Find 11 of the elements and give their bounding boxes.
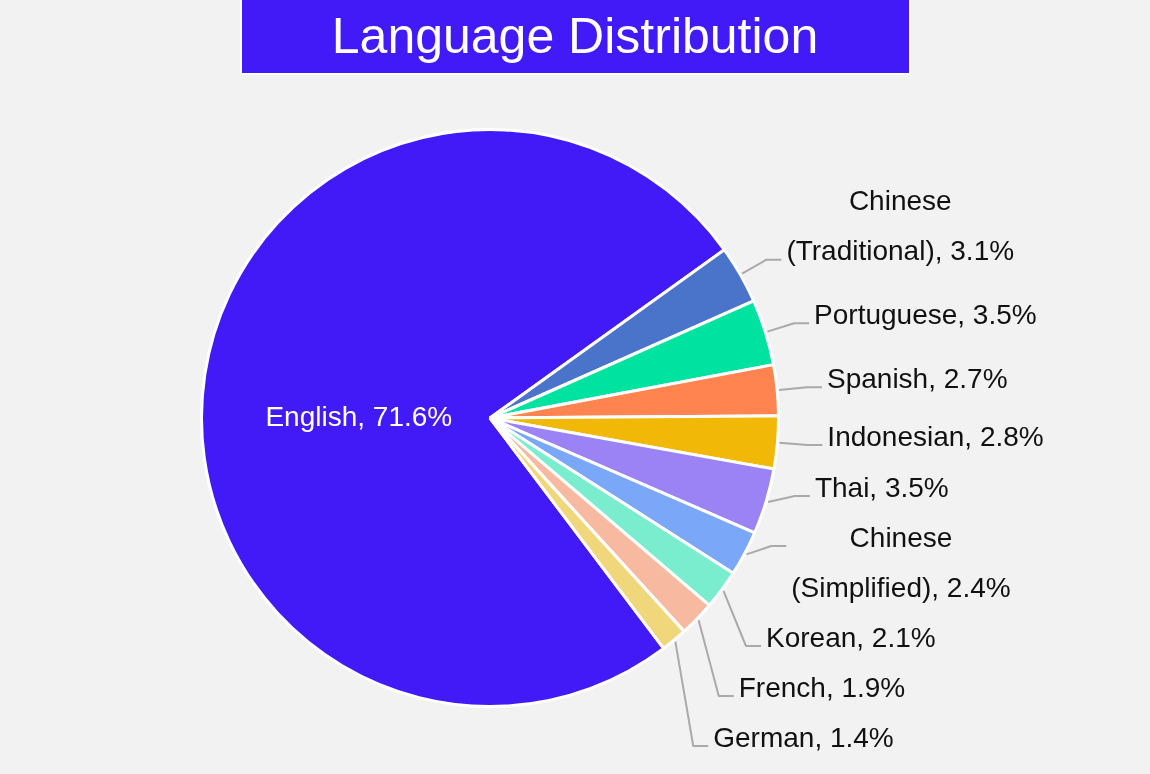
slice-label: English, 71.6% (265, 400, 453, 432)
slice-label: Thai, 3.5% (814, 471, 949, 503)
slice-label: French, 1.9% (738, 671, 906, 703)
slice-label: Spanish, 2.7% (827, 362, 1008, 394)
chart-title: Language Distribution (239, 0, 911, 75)
slice-label: German, 1.4% (713, 721, 894, 753)
slice-label: Chinese (Simplified), 2.4% (791, 521, 1011, 603)
slice-label: Portuguese, 3.5% (814, 299, 1037, 331)
slice-label: Indonesian, 2.8% (827, 420, 1044, 452)
slice-label: Chinese (Traditional), 3.1% (786, 185, 1015, 267)
slice-label: Korean, 2.1% (765, 621, 936, 653)
